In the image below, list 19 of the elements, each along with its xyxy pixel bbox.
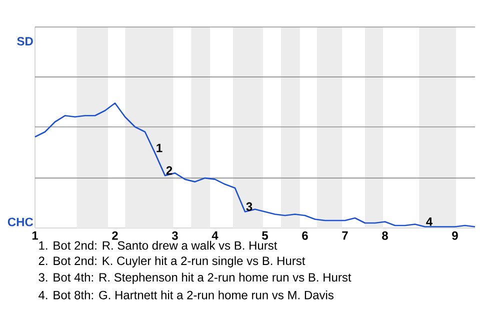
x-tick-label: 8: [382, 231, 388, 240]
annotation: 3: [246, 202, 252, 211]
text: 2. Bot 2nd: K. Cuyler hit a 2-run single vs B. Hurst: [38, 256, 306, 268]
text: SD: [17, 36, 33, 46]
x-tick-label: 7: [342, 231, 348, 240]
x-tick-label: 6: [302, 231, 308, 240]
text: 1. Bot 2nd: R. Santo drew a walk vs B. Hurst: [39, 240, 278, 250]
x-tick-label: 2: [112, 231, 118, 240]
x-tick-label: 4: [212, 231, 218, 240]
text: 4. Bot 8th: G. Hartnett hit a 2-run home run vs M. Davis: [38, 290, 334, 300]
text: CHC: [8, 218, 34, 226]
x-tick-label: 3: [172, 231, 178, 240]
annotation: 4: [426, 218, 433, 226]
annotation: 1: [156, 144, 162, 152]
x-tick-label: 9: [452, 231, 458, 240]
x-tick-label: 1: [32, 231, 38, 240]
annotation: 2: [166, 166, 172, 175]
x-tick-label: 5: [262, 231, 268, 240]
text: 3. Bot 4th: R. Stephenson hit a 2-run home run vs B. Hurst: [38, 272, 352, 284]
